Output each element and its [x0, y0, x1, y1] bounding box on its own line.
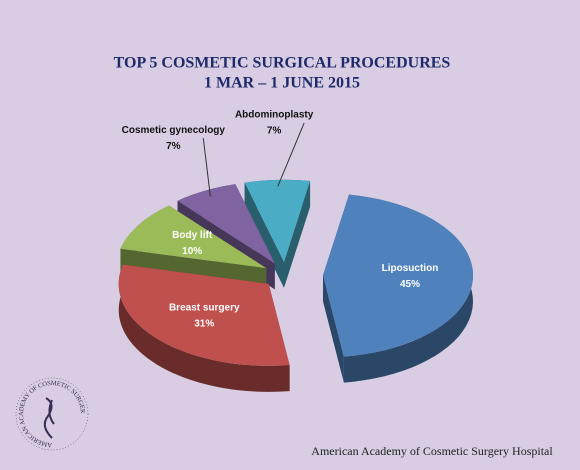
- slice-label: Body lift: [172, 230, 213, 241]
- slice: [244, 179, 311, 288]
- logo-mark: [43, 397, 55, 439]
- logo-ring: [15, 377, 89, 451]
- value-label: 7%: [166, 141, 181, 152]
- slice-side: [322, 275, 344, 383]
- slice-side: [284, 181, 311, 288]
- value-label: 7%: [267, 126, 282, 137]
- slice-label: Abdominoplasty: [235, 110, 314, 121]
- logo-text-path: AMERICAN ACADEMY OF COSMETIC SURGERY HOS…: [0, 0, 86, 448]
- leader-line: [277, 122, 305, 187]
- slice-label: Cosmetic gynecology: [122, 125, 226, 136]
- footer: American Academy of Cosmetic Surgery Hos…: [311, 444, 553, 458]
- leader-line: [202, 138, 211, 197]
- slice: [244, 179, 311, 262]
- slice: [120, 205, 267, 295]
- slice: [177, 184, 275, 264]
- value-label: 31%: [194, 318, 214, 329]
- slice: [118, 264, 290, 392]
- value-label: 45%: [400, 279, 420, 290]
- pie: Liposuction 45% Breast surgery 31% Body lift…: [118, 110, 473, 392]
- slice-side: [244, 182, 285, 288]
- slice: [322, 194, 473, 383]
- value-label: 10%: [182, 246, 202, 257]
- slice: [322, 194, 473, 357]
- slice: [118, 264, 290, 366]
- slice-label: Liposuction: [382, 263, 439, 274]
- slice: [120, 205, 267, 269]
- slice-side: [118, 264, 290, 392]
- chart-subtitle: 1 MAR – 1 JUNE 2015: [204, 75, 360, 92]
- slice-label: Breast surgery: [169, 302, 240, 313]
- logo: AMERICAN ACADEMY OF COSMETIC SURGERY HOS…: [0, 0, 89, 451]
- chart-title: TOP 5 COSMETIC SURGICAL PROCEDURES: [114, 55, 451, 72]
- logo-text: AMERICAN ACADEMY OF COSMETIC SURGERY HOS…: [0, 0, 86, 448]
